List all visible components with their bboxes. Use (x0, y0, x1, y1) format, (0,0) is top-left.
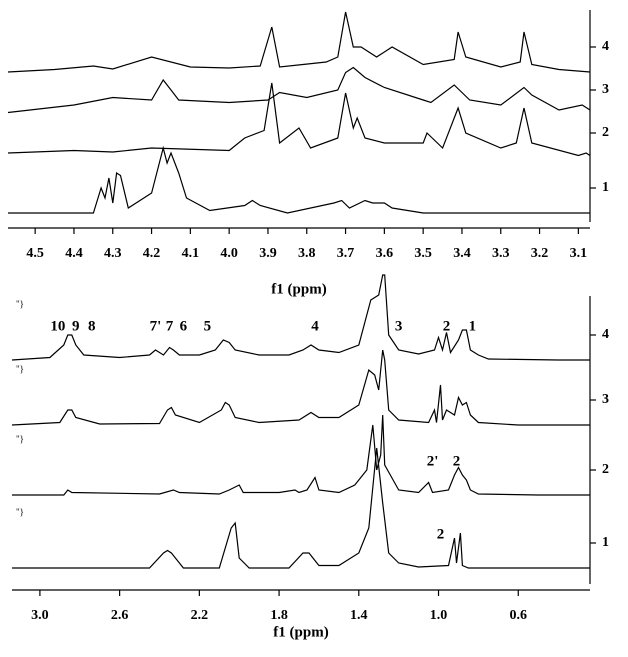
peak-label: 2' (427, 453, 439, 469)
x-tick-label: 4.2 (143, 246, 161, 261)
x-tick-label: 3.2 (531, 246, 549, 261)
trace-label: 2 (602, 125, 609, 140)
trace-mark: "} (16, 434, 24, 444)
peak-label: 2 (453, 453, 461, 469)
x-tick-label: 1.0 (430, 608, 448, 623)
x-tick-label: 1.8 (270, 608, 288, 623)
trace-label: 1 (602, 180, 609, 195)
peak-label: 9 (72, 318, 80, 334)
peak-label: 7' (150, 318, 162, 334)
x-tick-label: 4.5 (26, 246, 44, 261)
trace-mark: "} (16, 364, 24, 374)
peak-label: 7 (166, 318, 174, 334)
spectrum-trace (8, 145, 590, 214)
x-tick-label: 3.9 (259, 246, 277, 261)
trace-label: 1 (602, 535, 609, 550)
peak-label: 2 (443, 318, 451, 334)
x-tick-label: 2.6 (111, 608, 129, 623)
trace-label: 4 (602, 327, 609, 342)
peak-label: 3 (395, 318, 403, 334)
x-tick-label: 3.6 (376, 246, 394, 261)
x-tick-label: 1.4 (350, 608, 368, 623)
trace-label: 3 (602, 82, 609, 97)
trace-mark: "} (16, 507, 24, 517)
peak-label: 1 (469, 318, 477, 334)
trace-label: 2 (602, 462, 609, 477)
x-tick-label: 4.4 (65, 246, 83, 261)
spectrum-trace (11, 274, 590, 361)
x-tick-label: 3.3 (492, 246, 510, 261)
x-tick-label: 0.6 (509, 608, 527, 623)
x-tick-label: 4.0 (220, 246, 238, 261)
trace-label: 4 (602, 39, 609, 54)
x-tick-label: 3.8 (298, 246, 316, 261)
x-axis-title: f1 (ppm) (271, 281, 326, 297)
spectrum-trace (7, 11, 591, 73)
spectrum-trace (11, 349, 590, 426)
peak-label: 10 (50, 318, 65, 334)
x-tick-label: 3.0 (31, 608, 49, 623)
peak-label: 8 (88, 318, 96, 334)
x-tick-label: 4.3 (104, 246, 122, 261)
x-tick-label: 4.1 (182, 246, 200, 261)
peak-label: 5 (204, 318, 212, 334)
spectrum-trace (12, 414, 590, 496)
spectrum-trace (7, 82, 591, 157)
x-tick-label: 3.1 (570, 246, 588, 261)
x-tick-label: 3.4 (453, 246, 471, 261)
peak-label: 2 (437, 526, 445, 542)
x-tick-label: 2.2 (191, 608, 209, 623)
spectrum-trace (7, 66, 591, 114)
peak-label: 6 (180, 318, 188, 334)
trace-label: 3 (602, 392, 609, 407)
spectrum-trace (12, 447, 590, 569)
trace-mark: "} (16, 299, 24, 309)
x-tick-label: 3.7 (337, 246, 355, 261)
x-tick-label: 3.5 (414, 246, 432, 261)
x-axis-title: f1 (ppm) (273, 624, 328, 640)
peak-label: 4 (311, 318, 319, 334)
